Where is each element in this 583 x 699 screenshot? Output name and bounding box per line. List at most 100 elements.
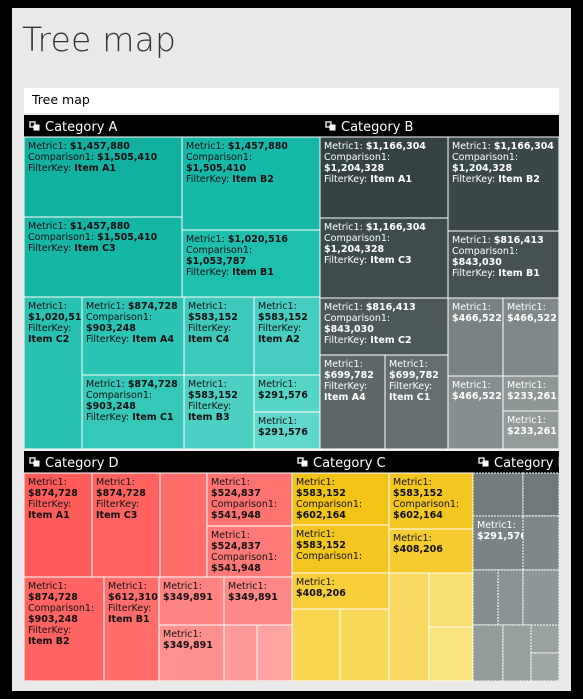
- cell-field-label: Metric1:: [258, 379, 297, 390]
- treemap-cell[interactable]: [319, 354, 386, 450]
- cell-field-label: Metric1:: [452, 302, 491, 313]
- group-header-b[interactable]: [320, 115, 559, 137]
- collapse-icon[interactable]: [478, 457, 489, 467]
- treemap-cell[interactable]: [24, 576, 105, 681]
- treemap-cell[interactable]: [339, 608, 390, 681]
- cell-value: Item C3: [370, 255, 411, 266]
- treemap-cell[interactable]: [159, 472, 208, 578]
- treemap-cell[interactable]: [256, 624, 293, 681]
- cell-label: $903,248: [86, 323, 136, 334]
- cell-label: Item B3: [188, 412, 230, 423]
- treemap-cell[interactable]: [502, 297, 559, 377]
- treemap-cell[interactable]: [388, 572, 430, 681]
- treemap-cell[interactable]: [206, 472, 293, 527]
- treemap-cell[interactable]: [472, 569, 499, 626]
- cell-field-label: Comparison1:: [28, 232, 97, 243]
- treemap-cell[interactable]: [522, 515, 559, 571]
- cell-field-label: FilterKey:: [258, 323, 301, 334]
- cell-value: Item B3: [188, 412, 230, 423]
- treemap-cell[interactable]: [183, 296, 255, 376]
- treemap-cell[interactable]: [522, 472, 559, 517]
- treemap-cell[interactable]: [24, 136, 183, 218]
- treemap-cell[interactable]: [522, 569, 559, 626]
- cell-label: Metric1: $1,457,880: [186, 141, 288, 152]
- treemap-cell[interactable]: [158, 624, 225, 681]
- treemap-cell[interactable]: [24, 216, 183, 298]
- cell-label: FilterKey: Item C3: [324, 255, 412, 266]
- treemap-cell[interactable]: [183, 374, 255, 450]
- cell-field-label: Comparison1:: [393, 499, 459, 510]
- treemap-cell[interactable]: [319, 136, 449, 219]
- cell-label: Metric1:: [296, 529, 335, 540]
- cell-label: $291,576: [258, 427, 308, 438]
- cell-value: $233,261: [507, 426, 557, 437]
- treemap-cell[interactable]: [472, 472, 524, 517]
- group-header-d[interactable]: [24, 451, 292, 473]
- treemap-cell[interactable]: [447, 297, 504, 377]
- treemap-cell[interactable]: [81, 374, 185, 450]
- treemap-cell[interactable]: [291, 524, 390, 574]
- treemap-cell[interactable]: [319, 297, 449, 356]
- cell-value: Item A1: [370, 174, 412, 185]
- cell-label: $874,728: [28, 592, 78, 603]
- treemap-cell[interactable]: [253, 411, 321, 450]
- cell-label: Comparison1:: [211, 552, 277, 563]
- treemap-cell[interactable]: [472, 515, 524, 571]
- treemap-cell[interactable]: [428, 626, 474, 681]
- treemap-cell[interactable]: [181, 136, 321, 231]
- cell-value: $602,164: [296, 510, 346, 521]
- cell-value: Item A1: [28, 510, 70, 521]
- cell-field-label: FilterKey:: [28, 499, 71, 510]
- treemap-cell[interactable]: [291, 572, 390, 610]
- cell-field-label: Metric1:: [28, 141, 70, 152]
- cell-value: $466,522: [452, 391, 502, 402]
- cell-value: Item C1: [389, 392, 430, 403]
- cell-value: $1,166,304: [366, 141, 426, 152]
- treemap-cell[interactable]: [472, 624, 504, 681]
- group-header-e[interactable]: [473, 451, 559, 473]
- cell-label: Item C4: [188, 334, 230, 345]
- cell-value: Item B2: [28, 636, 70, 647]
- treemap-cell[interactable]: [530, 624, 559, 654]
- cell-value: Item B1: [108, 614, 150, 625]
- treemap-cell[interactable]: [530, 652, 559, 681]
- treemap-cell[interactable]: [319, 217, 449, 299]
- collapse-icon[interactable]: [325, 121, 336, 131]
- treemap-cell[interactable]: [384, 354, 449, 450]
- treemap-cell[interactable]: [497, 569, 524, 626]
- treemap-cell[interactable]: [223, 624, 258, 681]
- cell-field-label: Comparison1:: [186, 245, 252, 256]
- treemap-cell[interactable]: [502, 375, 559, 412]
- treemap-cell[interactable]: [428, 572, 474, 628]
- collapse-icon[interactable]: [29, 457, 40, 467]
- collapse-icon[interactable]: [29, 121, 40, 131]
- cell-label: Comparison1:: [28, 603, 94, 614]
- cell-field-label: Metric1:: [163, 581, 202, 592]
- cell-field-label: FilterKey:: [186, 267, 232, 278]
- group-header-c[interactable]: [292, 451, 473, 473]
- cell-value: Item B2: [232, 174, 274, 185]
- cell-field-label: Metric1:: [324, 359, 363, 370]
- cell-label: Metric1:: [507, 415, 546, 426]
- treemap-cell[interactable]: [502, 410, 559, 450]
- cell-label: Metric1:: [389, 359, 428, 370]
- group-header-a[interactable]: [24, 115, 320, 137]
- page: Tree map Tree map Category A Metric1: $1,…: [12, 8, 571, 691]
- collapse-icon[interactable]: [297, 457, 308, 467]
- cell-value: $874,728: [128, 301, 178, 312]
- treemap-cell[interactable]: [447, 136, 559, 232]
- cell-label: Metric1:: [96, 477, 135, 488]
- cell-label: $408,206: [393, 544, 443, 555]
- cell-label: Item C1: [389, 392, 430, 403]
- treemap-cell[interactable]: [502, 624, 532, 681]
- treemap-cell[interactable]: [291, 608, 341, 681]
- treemap-cell[interactable]: [103, 576, 160, 681]
- cell-value: $408,206: [296, 588, 346, 599]
- treemap-cell[interactable]: [447, 375, 504, 450]
- cell-label: FilterKey:: [28, 625, 71, 636]
- panel-title-bar: Tree map: [24, 88, 559, 113]
- treemap-cell[interactable]: [181, 229, 321, 298]
- treemap-cell[interactable]: [388, 528, 474, 574]
- cell-field-label: FilterKey:: [186, 174, 232, 185]
- treemap-cell[interactable]: [253, 296, 321, 376]
